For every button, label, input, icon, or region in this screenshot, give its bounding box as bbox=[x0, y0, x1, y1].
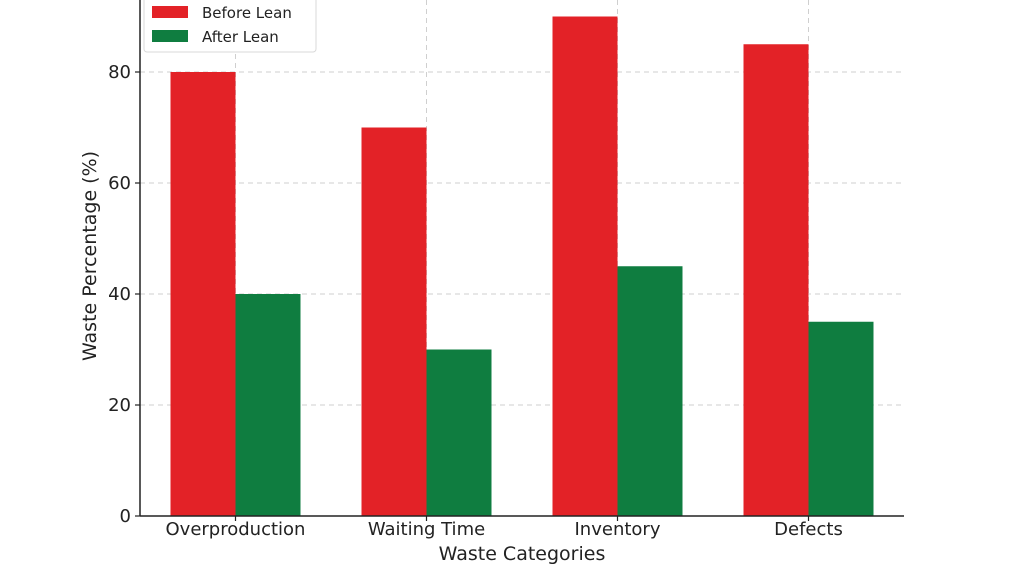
legend: Before Lean After Lean bbox=[143, 0, 317, 53]
bars bbox=[170, 16, 874, 516]
bar-before-lean-inventory bbox=[552, 16, 618, 516]
legend-swatch bbox=[152, 6, 188, 18]
x-tick-label: Defects bbox=[774, 519, 843, 540]
bar-before-lean-overproduction bbox=[170, 72, 236, 516]
y-tick-label: 20 bbox=[108, 395, 131, 416]
y-tick-label: 40 bbox=[108, 284, 131, 305]
y-tick-label: 60 bbox=[108, 173, 131, 194]
bar-before-lean-waiting-time bbox=[361, 127, 427, 516]
y-tick-label: 80 bbox=[108, 62, 131, 83]
bar-after-lean-inventory bbox=[617, 266, 683, 516]
bar-after-lean-defects bbox=[808, 321, 874, 516]
bar-after-lean-waiting-time bbox=[426, 349, 492, 516]
legend-swatch bbox=[152, 30, 188, 42]
y-axis-title: Waste Percentage (%) bbox=[79, 151, 101, 361]
y-tick-label: 0 bbox=[120, 506, 131, 527]
bar-after-lean-overproduction bbox=[235, 294, 301, 516]
axes bbox=[139, 0, 904, 517]
x-tick-label: Waiting Time bbox=[368, 519, 485, 540]
x-axis-title: Waste Categories bbox=[439, 543, 606, 565]
legend-label: After Lean bbox=[202, 28, 279, 46]
legend-label: Before Lean bbox=[202, 4, 292, 22]
bar-before-lean-defects bbox=[743, 44, 809, 516]
x-tick-label: Inventory bbox=[575, 519, 661, 540]
x-tick-label: Overproduction bbox=[166, 519, 306, 540]
y-ticks: 0 20 40 60 80 bbox=[108, 62, 140, 527]
x-ticks: Overproduction Waiting Time Inventory Defec… bbox=[166, 516, 843, 540]
